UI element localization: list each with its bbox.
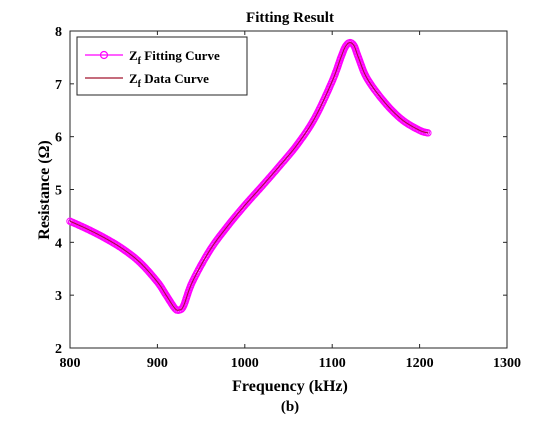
y-axis-ticks: 2 3 4 5 6 7 8: [55, 25, 507, 357]
figure-caption: (b): [281, 399, 299, 415]
legend-data-label-main: Z: [129, 71, 138, 86]
x-axis-title: Frequency (kHz): [232, 378, 348, 395]
legend: Zf Fitting Curve Zf Data Curve: [76, 36, 248, 96]
y-tick-label: 5: [55, 184, 62, 199]
legend-fit-label-rest: Fitting Curve: [141, 48, 220, 63]
x-tick-label: 900: [147, 356, 168, 371]
legend-fit-swatch-marker: [99, 50, 109, 60]
data-curve-line: [69, 42, 429, 311]
x-tick-label: 800: [60, 356, 81, 371]
y-tick-label: 6: [55, 131, 62, 146]
legend-fit-label-sub: f: [138, 56, 142, 67]
y-tick-label: 8: [55, 25, 62, 40]
plot-area: 800 900 1000 1100 1200 1300 2 3 4 5 6 7 8: [55, 25, 521, 371]
legend-box: [76, 36, 248, 96]
series-layer: [66, 38, 432, 314]
legend-data-label-sub: f: [138, 79, 142, 90]
fitting-curve-marker: [424, 129, 432, 137]
y-tick-label: 3: [55, 289, 62, 304]
x-tick-label: 1000: [231, 356, 259, 371]
chart-title: Fitting Result: [246, 10, 334, 26]
y-tick-label: 7: [55, 78, 62, 93]
legend-fit-label-main: Z: [129, 48, 138, 63]
x-tick-label: 1300: [493, 356, 521, 371]
x-tick-label: 1200: [406, 356, 434, 371]
legend-data-label: Zf Data Curve: [129, 71, 209, 90]
y-tick-label: 2: [55, 342, 62, 357]
legend-data-label-rest: Data Curve: [141, 71, 209, 86]
fitting-curve-markers: [66, 38, 432, 314]
y-tick-label: 4: [55, 236, 62, 251]
legend-fit-label: Zf Fitting Curve: [129, 48, 220, 67]
x-tick-label: 1100: [319, 356, 346, 371]
x-axis-ticks: 800 900 1000 1100 1200 1300: [60, 31, 521, 371]
y-axis-title: Resistance (Ω): [36, 140, 53, 239]
